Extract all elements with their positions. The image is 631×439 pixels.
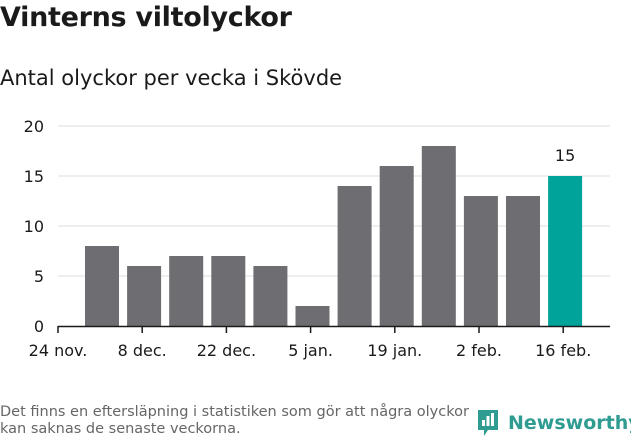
newsworthy-logo-icon [478,410,498,436]
x-tick-label: 2 feb. [456,341,502,360]
bar [253,266,288,326]
x-tick-label: 5 jan. [288,341,333,360]
x-tick-label: 8 dec. [118,341,167,360]
chart-subtitle: Antal olyckor per vecka i Skövde [0,66,343,90]
brand: Newsworthy [476,408,631,438]
bar [421,146,456,326]
footnote: Det finns en eftersläpning i statistiken… [0,404,469,437]
x-tick-label: 19 jan. [367,341,422,360]
data-label: 15 [555,146,575,165]
bar [337,186,372,326]
bar [463,196,498,326]
y-tick-label: 0 [34,317,44,336]
chart-title: Vinterns viltolyckor [0,2,292,33]
bar [379,166,414,326]
brand-name: Newsworthy [508,412,631,434]
x-tick-label: 16 feb. [535,341,591,360]
bar [211,256,246,326]
y-tick-label: 15 [24,167,44,186]
y-tick-label: 20 [24,117,44,136]
x-tick-label: 24 nov. [29,341,88,360]
x-tick-label: 22 dec. [197,341,256,360]
y-tick-label: 5 [34,267,44,286]
bar [127,266,162,326]
bar [85,246,119,326]
bar [169,256,204,326]
bar [548,176,583,326]
y-tick-label: 10 [24,217,44,236]
bar [506,196,540,326]
bar [295,306,330,326]
